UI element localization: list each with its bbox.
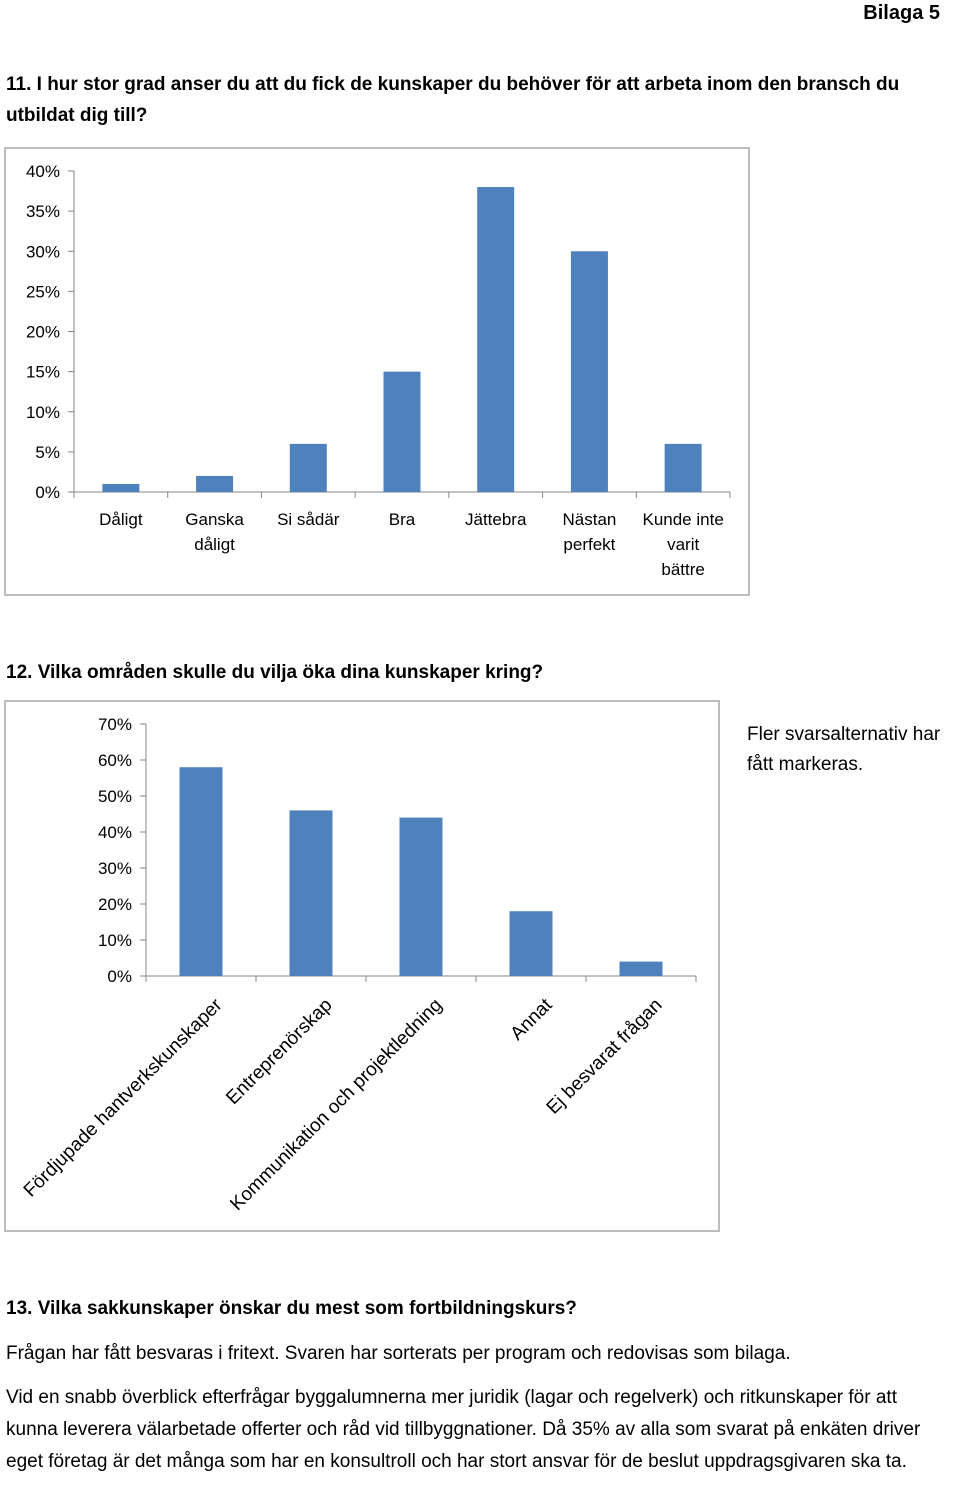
y-tick-label: 10% xyxy=(98,931,132,950)
question-11-title: 11. I hur stor grad anser du att du fick… xyxy=(6,74,900,126)
y-tick-label: 20% xyxy=(98,895,132,914)
x-category-label: Ganska dåligt xyxy=(185,510,244,554)
bar xyxy=(619,961,663,976)
x-category-label: Ej besvarat frågan xyxy=(543,995,667,1119)
y-tick-label: 10% xyxy=(26,403,60,422)
y-tick-label: 5% xyxy=(35,443,60,462)
y-tick-label: 15% xyxy=(26,363,60,382)
y-tick-label: 30% xyxy=(26,242,60,261)
x-category-label: Dåligt xyxy=(99,510,143,529)
chart-q11: 0% 5% 10% 15% 20% 25% 30% 35% 40% Dåligt Ganska dål… xyxy=(26,162,731,579)
y-tick-label: 0% xyxy=(35,483,60,502)
question-13-paragraph-2: Vid en snabb överblick efterfrågar bygga… xyxy=(6,1387,921,1472)
x-category-label: Nästan perfekt xyxy=(562,510,616,554)
x-category-label: Bra xyxy=(389,510,416,529)
x-category-label: Kunde inte varit bättre xyxy=(642,510,723,579)
bar xyxy=(509,911,553,976)
question-12-title: 12. Vilka områden skulle du vilja öka di… xyxy=(6,662,544,683)
chart-q11-frame: 0% 5% 10% 15% 20% 25% 30% 35% 40% Dåligt Ganska dål… xyxy=(4,147,750,596)
bar xyxy=(570,251,608,492)
y-tick-label: 50% xyxy=(98,787,132,806)
y-tick-label: 60% xyxy=(98,751,132,770)
bar xyxy=(664,443,702,492)
bar xyxy=(289,443,327,492)
question-13-paragraph-1: Frågan har fått besvaras i fritext. Svar… xyxy=(6,1343,791,1364)
x-category-label: Jättebra xyxy=(465,510,527,529)
y-tick-label: 35% xyxy=(26,202,60,221)
y-tick-label: 40% xyxy=(26,162,60,181)
bar xyxy=(383,371,421,492)
appendix-label: Bilaga 5 xyxy=(863,2,940,24)
chart-q12-note: Fler svarsalternativ har fått markeras. xyxy=(747,724,941,775)
x-category-label: Entreprenörskap xyxy=(222,995,336,1109)
x-category-label: Si sådär xyxy=(277,510,340,529)
bar xyxy=(399,817,443,976)
y-tick-label: 25% xyxy=(26,282,60,301)
x-category-label: Kommunikation och projektledning xyxy=(226,995,446,1215)
y-tick-label: 30% xyxy=(98,859,132,878)
y-tick-label: 40% xyxy=(98,823,132,842)
question-13-title: 13. Vilka sakkunskaper önskar du mest so… xyxy=(6,1298,577,1319)
y-tick-label: 0% xyxy=(107,967,132,986)
bar xyxy=(289,810,333,976)
bar xyxy=(196,475,234,492)
bar xyxy=(477,187,515,493)
bar xyxy=(179,767,223,976)
y-tick-label: 20% xyxy=(26,323,60,342)
x-category-label: Annat xyxy=(507,994,557,1044)
chart-q12-frame: 0% 10% 20% 30% 40% 50% 60% 70% Fördjupade hantve… xyxy=(4,700,720,1232)
y-tick-label: 70% xyxy=(98,715,132,734)
x-category-label: Fördjupade hantverkskunskaper xyxy=(20,994,227,1201)
bar xyxy=(102,483,140,492)
chart-q12: 0% 10% 20% 30% 40% 50% 60% 70% Fördjupade hantve… xyxy=(20,715,697,1215)
